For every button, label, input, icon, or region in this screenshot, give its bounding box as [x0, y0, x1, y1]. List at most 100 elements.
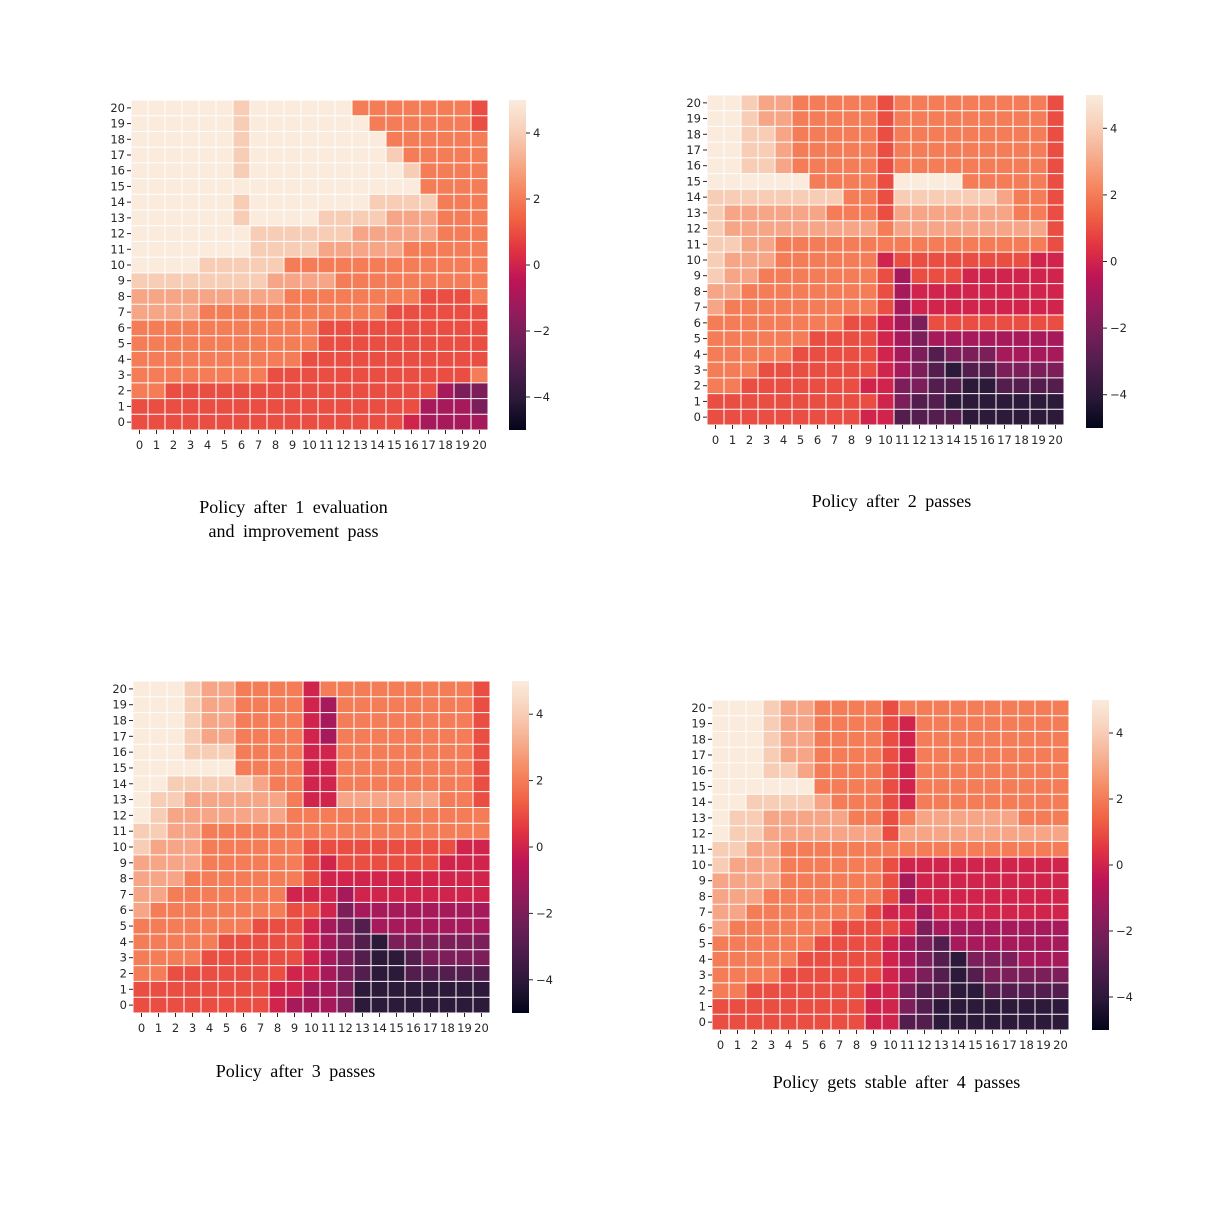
heatmap-cell — [729, 825, 746, 842]
heatmap-cell — [371, 933, 388, 950]
heatmap-cell — [1001, 872, 1018, 889]
heatmap-cell — [865, 825, 882, 842]
heatmap-cell — [899, 951, 916, 968]
heatmap-cell — [165, 100, 182, 116]
heatmap-cell — [792, 267, 809, 284]
heatmap-cell — [707, 252, 724, 268]
y-tick-label: 20 — [691, 701, 706, 715]
heatmap-cell — [233, 194, 250, 210]
heatmap-cell — [945, 283, 962, 300]
heatmap-cell — [420, 241, 437, 258]
heatmap-cell — [945, 126, 962, 143]
x-tick-label: 17 — [423, 1021, 438, 1035]
heatmap-cell — [775, 267, 792, 284]
heatmap-cell — [218, 807, 235, 824]
heatmap-cell — [945, 362, 962, 378]
heatmap-cell — [865, 920, 882, 936]
heatmap-cell — [741, 110, 758, 127]
heatmap-cell — [780, 715, 797, 732]
y-tick-label: 2 — [120, 966, 127, 980]
heatmap-cell — [250, 257, 267, 273]
heatmap-cell — [758, 409, 775, 425]
y-tick-label: 20 — [110, 101, 125, 115]
heatmap-cell — [420, 131, 437, 148]
heatmap-cell — [422, 870, 439, 887]
heatmap-cell — [150, 997, 167, 1013]
heatmap-cell — [301, 115, 318, 132]
heatmap-cell — [354, 854, 371, 871]
heatmap-cell — [437, 100, 454, 116]
heatmap-cell — [746, 982, 763, 999]
heatmap-cell — [420, 367, 437, 383]
heatmap-cell — [388, 839, 405, 855]
y-tick-label: 16 — [686, 159, 701, 173]
heatmap-cell — [405, 696, 422, 713]
heatmap-cell — [1018, 700, 1035, 716]
x-tick-label: 18 — [1014, 433, 1029, 447]
heatmap-cell — [996, 409, 1013, 425]
heatmap-cell — [780, 857, 797, 873]
heatmap-cell — [724, 393, 741, 410]
heatmap-cell — [945, 173, 962, 190]
heatmap-cell — [269, 997, 286, 1013]
colorbar-1: 420−2−4 — [509, 100, 550, 430]
heatmap-cell — [422, 902, 439, 919]
heatmap-cell — [233, 131, 250, 148]
heatmap-cell — [826, 95, 843, 111]
heatmap-cell — [386, 241, 403, 258]
heatmap-cell — [352, 241, 369, 258]
heatmap-cell — [473, 918, 490, 934]
heatmap-cell — [148, 147, 165, 163]
heatmap-cell — [741, 330, 758, 347]
heatmap-cell — [456, 696, 473, 713]
x-tick-label: 20 — [1048, 433, 1063, 447]
heatmap-cell — [352, 304, 369, 320]
heatmap-cell — [967, 778, 984, 795]
heatmap-cell — [792, 346, 809, 363]
heatmap-cell — [371, 965, 388, 982]
heatmap-cell — [984, 857, 1001, 873]
heatmap-cell — [354, 870, 371, 887]
heatmap-cell — [916, 998, 933, 1015]
heatmap-cell — [352, 320, 369, 336]
heatmap-cell — [439, 839, 456, 855]
heatmap-cell — [928, 220, 945, 237]
heatmap-cell — [1030, 236, 1047, 253]
heatmap-cell — [746, 967, 763, 983]
heatmap-cell — [369, 210, 386, 226]
heatmap-cell — [763, 731, 780, 748]
heatmap-cell — [996, 205, 1013, 221]
heatmap-cell — [369, 320, 386, 336]
heatmap-cell — [843, 173, 860, 190]
heatmap-cell — [167, 823, 184, 840]
x-tick-label: 18 — [1019, 1038, 1034, 1052]
heatmap-cell — [707, 173, 724, 190]
colorbar-tick-label: −2 — [1110, 321, 1127, 335]
heatmap-cell — [809, 95, 826, 111]
heatmap-cell — [962, 346, 979, 363]
heatmap-cell — [775, 126, 792, 143]
heatmap-cell — [320, 712, 337, 729]
heatmap-cell — [1013, 236, 1030, 253]
x-tick-label: 14 — [946, 433, 961, 447]
heatmap-cell — [318, 320, 335, 336]
heatmap-cell — [792, 283, 809, 300]
heatmap-cell — [797, 778, 814, 795]
x-tick-label: 17 — [1002, 1038, 1017, 1052]
heatmap-cell — [763, 762, 780, 779]
heatmap-cell — [1052, 778, 1069, 795]
heatmap-cell — [865, 951, 882, 968]
heatmap-cell — [967, 888, 984, 905]
heatmap-cell — [707, 157, 724, 174]
heatmap-cell — [1030, 220, 1047, 237]
heatmap-cell — [454, 335, 471, 352]
heatmap-cell — [1035, 982, 1052, 999]
heatmap-cell — [422, 918, 439, 934]
heatmap-cell — [131, 162, 148, 179]
heatmap-cell — [354, 696, 371, 713]
heatmap-cell — [301, 414, 318, 430]
heatmap-cell — [303, 933, 320, 950]
heatmap-cell — [865, 904, 882, 920]
x-tick-label: 8 — [848, 433, 855, 447]
heatmap-cell — [945, 142, 962, 158]
